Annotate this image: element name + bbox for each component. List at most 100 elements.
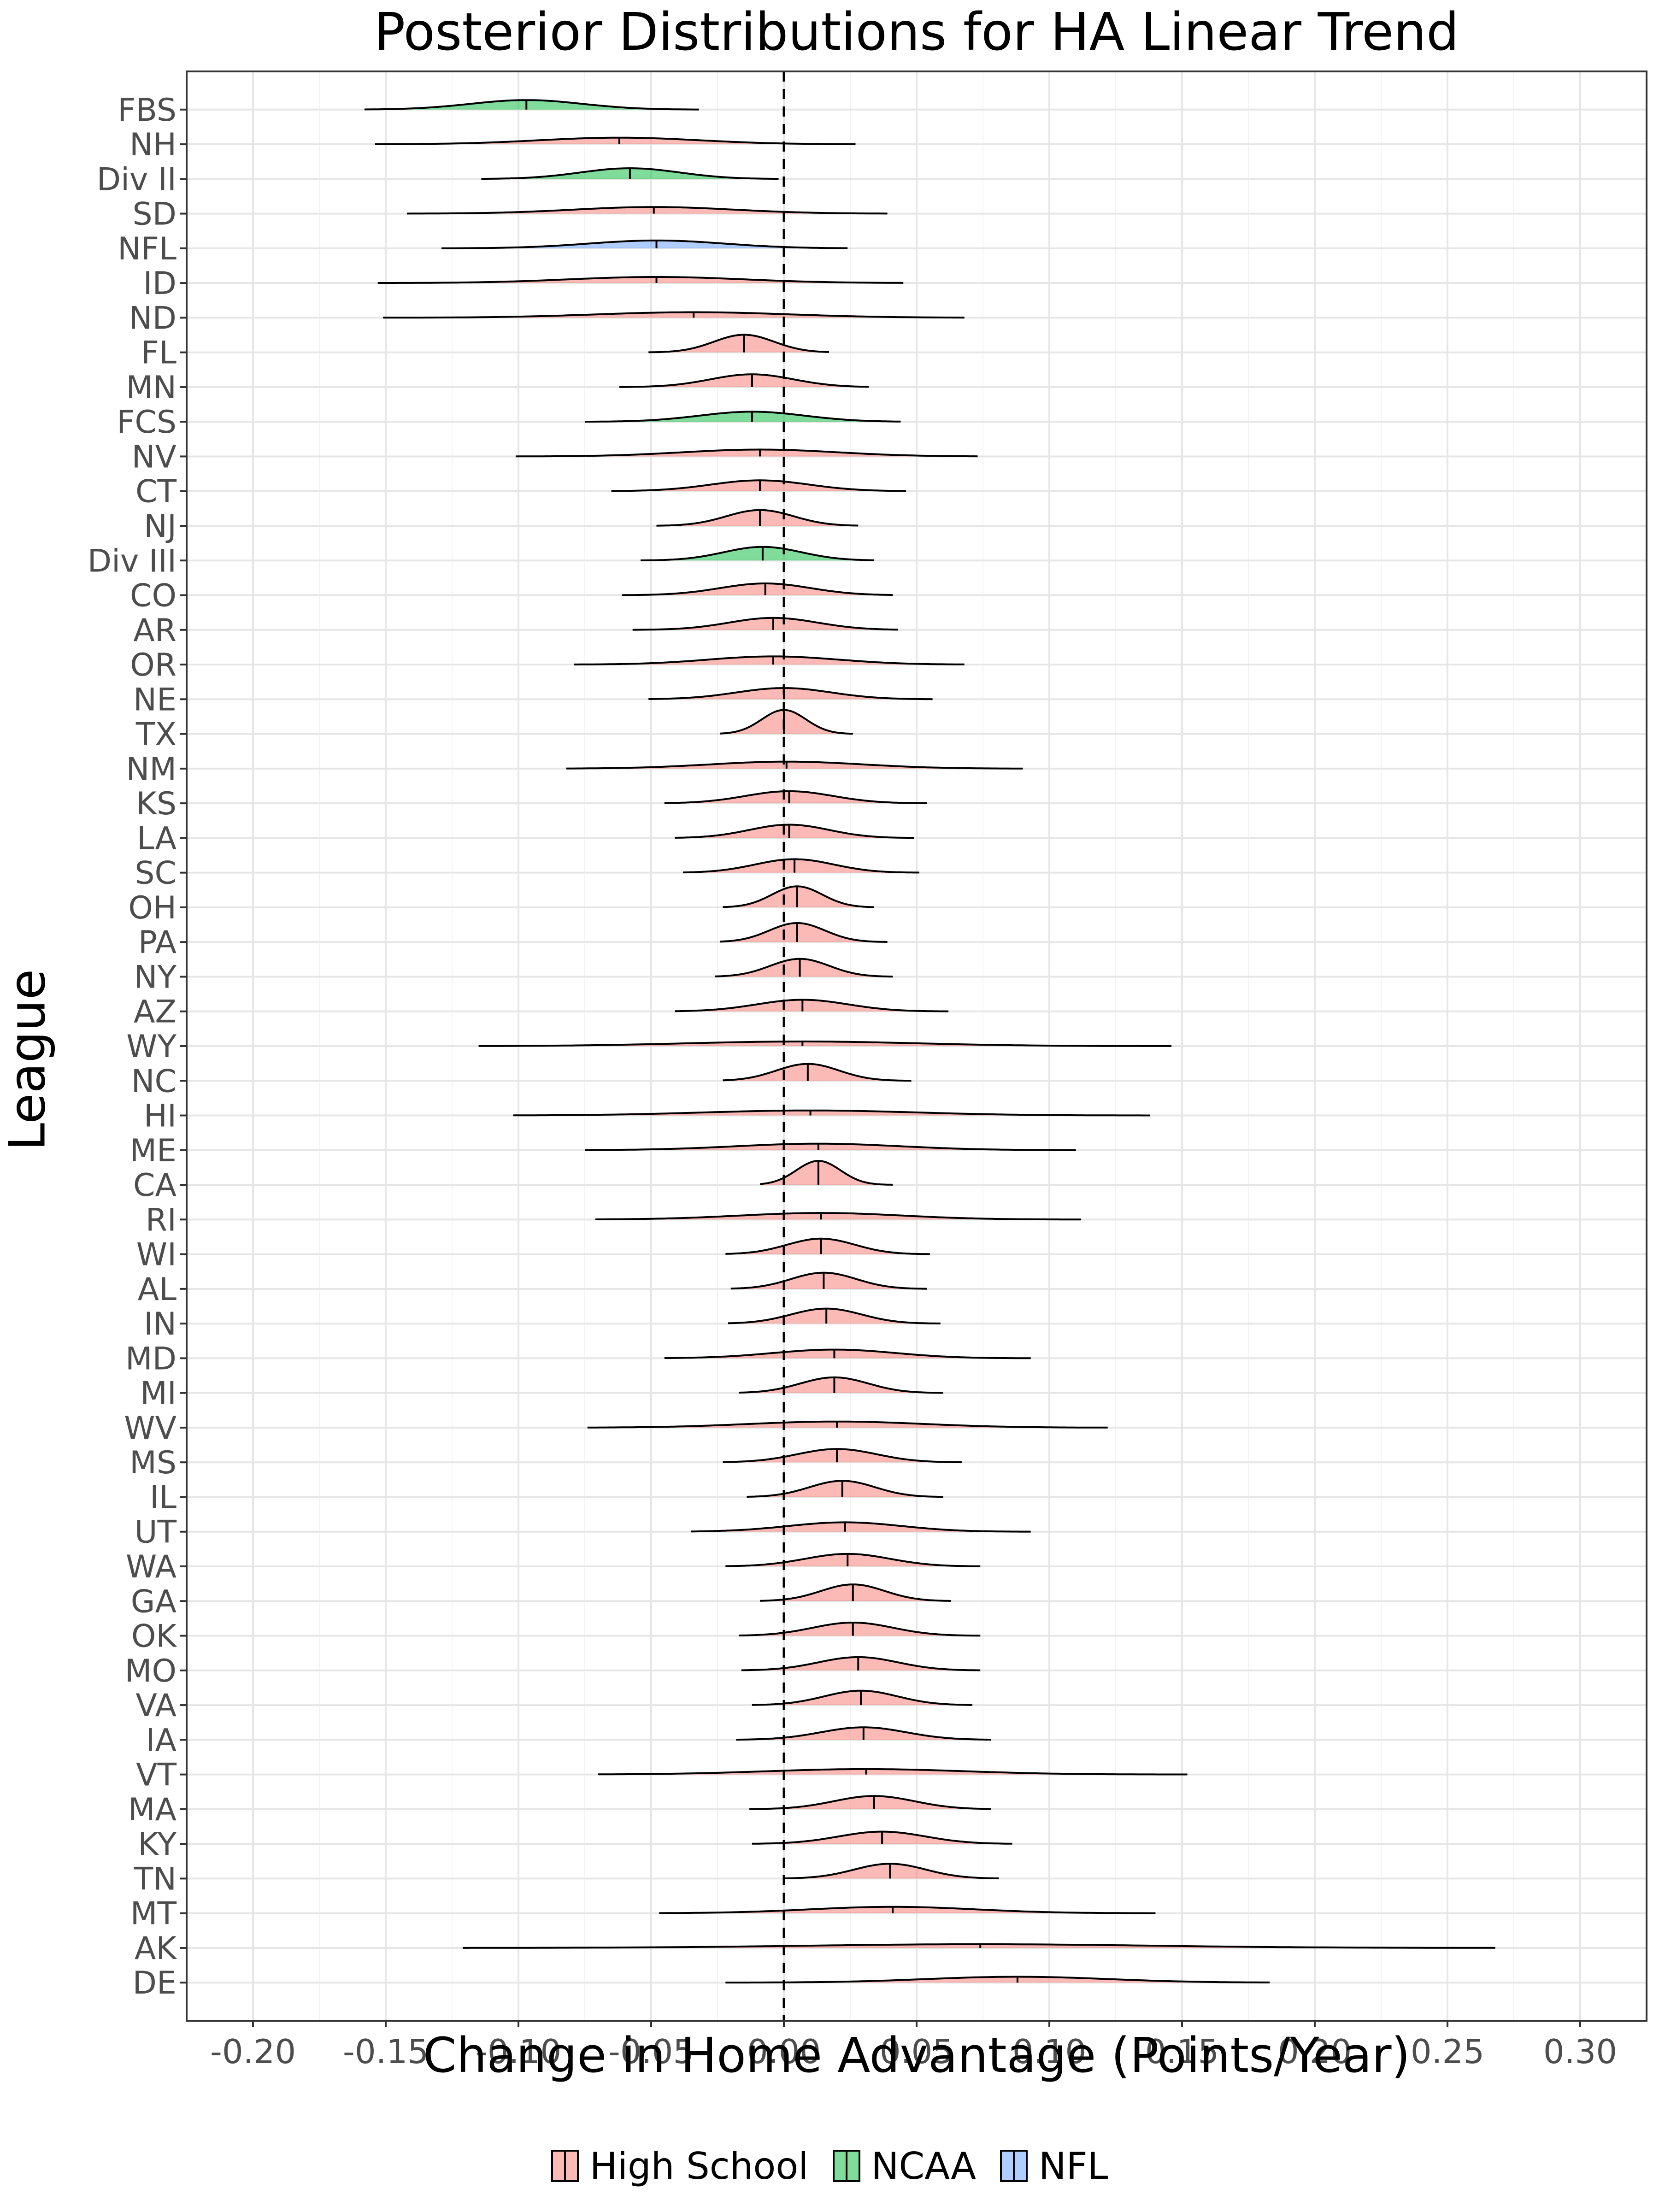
ridge-fill: [664, 1349, 1031, 1359]
y-tick-label: WA: [126, 1549, 176, 1585]
x-tick-label: 0.05: [880, 2032, 953, 2071]
y-tick-label: IA: [146, 1722, 176, 1759]
y-tick-label: WI: [136, 1237, 176, 1273]
ridge-fill: [720, 923, 888, 942]
y-tick-label: OK: [131, 1618, 178, 1655]
y-tick-label: MS: [129, 1445, 176, 1481]
y-tick-label: TN: [134, 1861, 176, 1897]
y-tick-label: LA: [137, 820, 176, 857]
ridge-outline: [725, 1976, 1270, 1984]
ridge-outline: [760, 1583, 951, 1602]
ridge-fill: [585, 412, 901, 422]
y-tick-label: ND: [129, 300, 176, 336]
ridge-outline: [683, 858, 919, 874]
ridge-fill: [598, 1769, 1188, 1775]
ridge-outline: [407, 206, 888, 215]
y-tick-label: FL: [141, 335, 176, 371]
ridge-outline: [584, 411, 901, 423]
ridge-outline: [664, 790, 927, 804]
ridge-outline: [752, 1830, 1012, 1845]
y-tick-label: VT: [136, 1757, 177, 1794]
y-tick-label: VA: [135, 1688, 176, 1724]
ridge-fill: [441, 240, 848, 248]
ridge-outline: [584, 1142, 1076, 1151]
ridge-outline: [611, 479, 906, 492]
y-tick-label: NM: [126, 751, 176, 788]
ridge-fill: [725, 1238, 930, 1254]
ridges: [364, 99, 1495, 1984]
ridge-outline: [728, 1307, 941, 1324]
ridge-outline: [749, 1795, 991, 1810]
y-tick-label: RI: [146, 1202, 176, 1238]
y-tick-label: FBS: [118, 92, 176, 129]
ridge-outline: [641, 546, 874, 561]
ridge-outline: [691, 1521, 1031, 1533]
ridge-outline: [383, 311, 965, 319]
y-tick-label: GA: [131, 1583, 176, 1620]
y-tick-label: PA: [138, 924, 176, 961]
ridge-fill: [619, 374, 869, 387]
y-tick-label: WV: [124, 1410, 176, 1447]
y-tick-label: AL: [138, 1271, 177, 1308]
y-tick-label: MN: [126, 370, 176, 406]
ridge-outline: [574, 655, 965, 665]
y-tick-label: KS: [136, 786, 176, 822]
y-tick-label: MI: [140, 1376, 176, 1412]
ridge-fill: [723, 1064, 912, 1081]
ridge-outline: [595, 1212, 1082, 1221]
ridge-outline: [566, 760, 1023, 770]
y-tick-label: NC: [131, 1063, 176, 1100]
ridge-outline: [441, 239, 848, 249]
x-tick-labels: -0.20 -0.15 -0.10 -0.05 0.00 0.05 0.10 0.15 0.20…: [210, 2021, 1617, 2071]
ridge-outline: [725, 1237, 930, 1255]
y-tick-label: OH: [128, 890, 176, 926]
ridge-outline: [730, 1271, 927, 1290]
ridge-fill: [683, 859, 919, 873]
ridge-outline: [648, 687, 933, 700]
ridge-outline: [715, 958, 893, 978]
x-tick-label: 0.25: [1411, 2032, 1484, 2071]
x-tick-label: 0.10: [1012, 2032, 1086, 2071]
x-tick-label: -0.15: [343, 2032, 429, 2071]
ridge-outline: [377, 276, 904, 284]
ridge-outline: [513, 1109, 1150, 1117]
y-tick-label: Div II: [97, 161, 176, 198]
ridge-fill: [691, 1522, 1031, 1532]
x-tick-label: 0.30: [1543, 2032, 1617, 2071]
y-tick-label: NE: [133, 682, 176, 718]
ridge-fill: [632, 618, 898, 630]
legend-key: [1000, 2150, 1028, 2182]
ridge-outline: [725, 1553, 981, 1567]
x-tick-label: 0.00: [747, 2032, 821, 2071]
ridge-outline: [739, 1622, 981, 1637]
ridge-fill: [516, 449, 978, 457]
legend: High School NCAA NFL: [0, 2138, 1659, 2194]
ridge-outline: [516, 448, 978, 458]
ridge-outline: [659, 1906, 1156, 1914]
y-tick-label: CA: [133, 1167, 176, 1204]
ridge-outline: [364, 99, 699, 111]
ridge-outline: [632, 617, 898, 631]
y-tick-label: MA: [128, 1792, 176, 1828]
ridge-outline: [723, 1063, 912, 1082]
y-tick-label: NY: [134, 959, 177, 995]
ridge-outline: [720, 922, 888, 943]
ridge-outline: [760, 1160, 893, 1186]
ridge-outline: [619, 373, 869, 388]
y-tick-label: NH: [129, 127, 176, 163]
y-tick-label: DE: [133, 1965, 176, 2001]
ridge-outline: [462, 1943, 1495, 1949]
legend-item: High School: [551, 2145, 809, 2188]
ridge-outline: [723, 1448, 962, 1463]
y-tick-label: SC: [135, 855, 176, 892]
ridge-fill: [725, 1977, 1270, 1983]
y-tick-label: MT: [130, 1896, 177, 1932]
x-axis-title: Change in Home Advantage (Points/Year): [423, 2027, 1411, 2083]
legend-item: NCAA: [832, 2145, 976, 2188]
chart-title: Posterior Distributions for HA Linear Tr…: [374, 2, 1459, 62]
y-tick-label: FCS: [117, 404, 176, 441]
y-tick-label: NFL: [118, 231, 176, 267]
y-tick-label: KY: [138, 1826, 176, 1863]
